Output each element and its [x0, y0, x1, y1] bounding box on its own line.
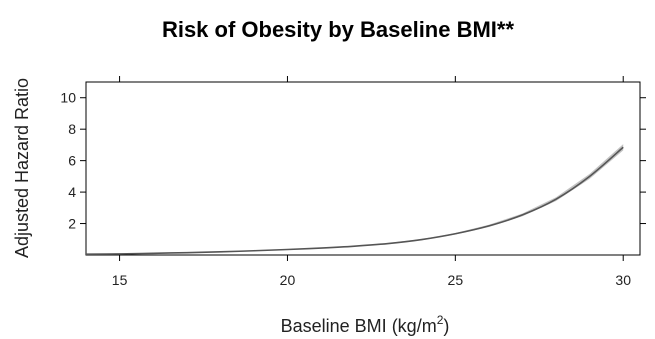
x-axis-label-units: (kg/m — [392, 316, 437, 336]
x-tick-label: 20 — [280, 272, 296, 288]
x-axis-label-text: Baseline BMI — [281, 316, 387, 336]
chart-title: Risk of Obesity by Baseline BMI** — [162, 17, 515, 42]
y-tick-label: 4 — [68, 184, 76, 200]
hazard-ratio-curve — [85, 146, 624, 256]
x-axis-label-units-superscript: 2 — [437, 313, 444, 327]
plot-frame — [85, 81, 641, 256]
confidence-band — [86, 144, 624, 255]
y-tick-label: 2 — [68, 216, 76, 232]
y-tick-label: 8 — [68, 121, 76, 137]
y-tick-label: 6 — [68, 153, 76, 169]
y-tick-label: 10 — [60, 90, 76, 106]
x-tick-label: 15 — [112, 272, 128, 288]
x-tick-label: 25 — [448, 272, 464, 288]
y-axis-label: Adjusted Hazard Ratio — [12, 78, 32, 258]
axis-ticks — [80, 76, 646, 261]
x-tick-label: 30 — [615, 272, 631, 288]
x-axis-label: Baseline BMI (kg/m2) — [281, 313, 450, 336]
tick-labels: 15 20 25 30 2 4 6 8 10 — [60, 90, 631, 288]
x-axis-label-units-close: ) — [443, 316, 449, 336]
